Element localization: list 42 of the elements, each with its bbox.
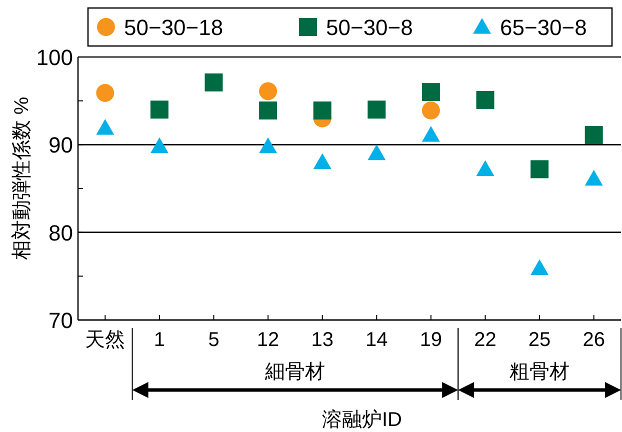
- x-tick-label: 12: [256, 329, 280, 351]
- point: [422, 101, 440, 120]
- y-tick-label: 100: [36, 45, 73, 70]
- x-tick-label: 22: [474, 329, 496, 351]
- point: [530, 259, 549, 276]
- point: [259, 82, 278, 100]
- y-tick-label: 70: [48, 308, 73, 333]
- legend-label: 65−30−8: [500, 15, 587, 40]
- x-tick-label: 26: [582, 329, 605, 351]
- point: [96, 84, 114, 102]
- point: [530, 160, 549, 178]
- point: [584, 170, 603, 186]
- text: 粗骨材: [510, 361, 570, 383]
- point: [150, 137, 168, 154]
- x-tick-label: 14: [366, 329, 388, 351]
- point: [368, 144, 386, 160]
- point: [422, 83, 440, 102]
- point: [422, 126, 440, 142]
- point: [150, 100, 168, 119]
- y-tick-label: 90: [48, 132, 73, 158]
- legend-label: 50−30−8: [326, 15, 413, 40]
- x-axis-title: 溶融炉ID: [322, 409, 402, 431]
- y-tick-label: 80: [48, 220, 73, 246]
- text: 細骨材: [264, 361, 326, 383]
- point: [313, 153, 332, 169]
- y-axis-title: 相対動弾性係数 %: [11, 96, 33, 260]
- point: [476, 160, 494, 176]
- x-tick-label: 5: [208, 329, 220, 351]
- point: [313, 101, 332, 120]
- point: [476, 90, 494, 109]
- point: [584, 126, 603, 144]
- x-tick-label: 13: [311, 329, 334, 351]
- point: [259, 101, 278, 120]
- x-tick-label: 1: [154, 329, 166, 351]
- x-tick-label: 天然: [85, 329, 126, 351]
- x-tick-label: 25: [528, 329, 551, 351]
- legend-label: 50−30−18: [124, 15, 224, 40]
- point: [368, 100, 386, 119]
- point: [259, 137, 278, 154]
- x-tick-label: 19: [420, 329, 442, 351]
- point: [96, 119, 114, 135]
- point: [204, 73, 223, 92]
